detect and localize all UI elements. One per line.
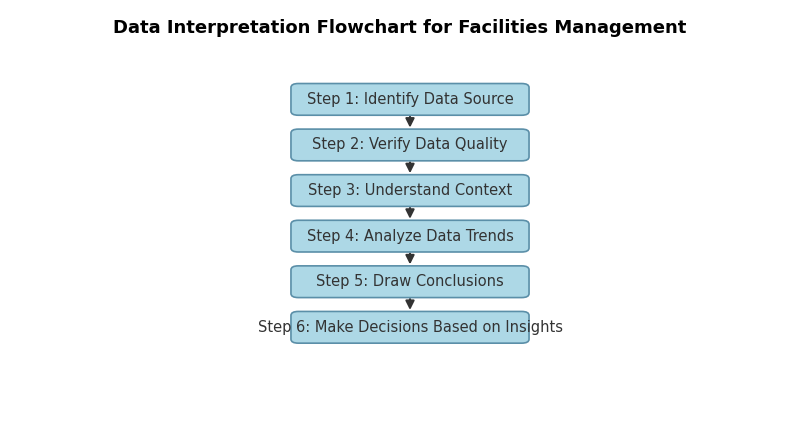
- FancyBboxPatch shape: [291, 311, 529, 343]
- Text: Data Interpretation Flowchart for Facilities Management: Data Interpretation Flowchart for Facili…: [114, 19, 686, 37]
- Text: Step 4: Analyze Data Trends: Step 4: Analyze Data Trends: [306, 229, 514, 244]
- FancyBboxPatch shape: [291, 129, 529, 161]
- Text: Step 3: Understand Context: Step 3: Understand Context: [308, 183, 512, 198]
- FancyBboxPatch shape: [291, 266, 529, 298]
- FancyBboxPatch shape: [291, 220, 529, 252]
- Text: Step 5: Draw Conclusions: Step 5: Draw Conclusions: [316, 274, 504, 289]
- FancyBboxPatch shape: [291, 84, 529, 115]
- Text: Step 6: Make Decisions Based on Insights: Step 6: Make Decisions Based on Insights: [258, 320, 562, 335]
- Text: Step 1: Identify Data Source: Step 1: Identify Data Source: [306, 92, 514, 107]
- Text: Step 2: Verify Data Quality: Step 2: Verify Data Quality: [312, 137, 508, 152]
- FancyBboxPatch shape: [291, 175, 529, 206]
